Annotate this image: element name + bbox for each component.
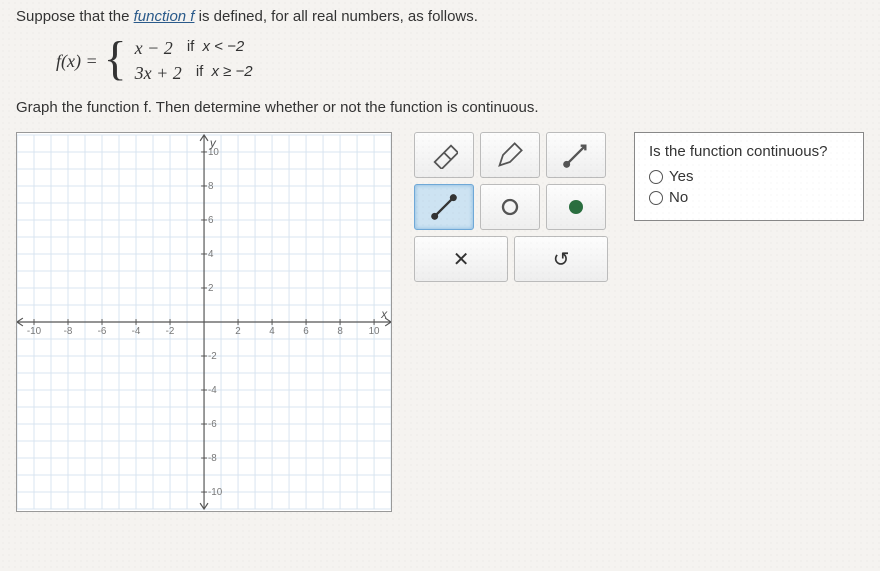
svg-text:-8: -8 bbox=[208, 453, 217, 464]
x-axis-label: x bbox=[380, 307, 388, 321]
eraser-tool[interactable] bbox=[414, 132, 474, 178]
reset-button[interactable]: ↺ bbox=[514, 236, 608, 282]
main-content-row: -10-10-8-8-6-6-4-4-2-2224466881010 y x ✕… bbox=[16, 132, 864, 512]
option-no[interactable]: No bbox=[649, 189, 849, 206]
radio-icon bbox=[649, 170, 663, 184]
prompt-pre: Suppose that the bbox=[16, 8, 134, 25]
closed-point-tool[interactable] bbox=[546, 184, 606, 230]
case2-cond: if x ≥ −2 bbox=[196, 63, 253, 84]
option-no-label: No bbox=[669, 189, 688, 206]
svg-text:4: 4 bbox=[269, 326, 275, 337]
option-yes[interactable]: Yes bbox=[649, 168, 849, 185]
clear-icon: ✕ bbox=[453, 247, 470, 272]
piecewise-cases: x − 2 if x < −2 3x + 2 if x ≥ −2 bbox=[135, 38, 253, 84]
clear-button[interactable]: ✕ bbox=[414, 236, 508, 282]
svg-text:-10: -10 bbox=[208, 487, 223, 498]
svg-text:-8: -8 bbox=[64, 326, 73, 337]
svg-text:-2: -2 bbox=[208, 351, 217, 362]
svg-text:-4: -4 bbox=[132, 326, 141, 337]
graph-svg: -10-10-8-8-6-6-4-4-2-2224466881010 y x bbox=[17, 133, 391, 511]
axes bbox=[17, 135, 391, 509]
svg-text:8: 8 bbox=[337, 326, 343, 337]
svg-text:-6: -6 bbox=[208, 419, 217, 430]
svg-text:8: 8 bbox=[208, 181, 214, 192]
toolbox: ✕ ↺ bbox=[414, 132, 612, 282]
case2-expr: 3x + 2 bbox=[135, 63, 182, 84]
function-link[interactable]: function f bbox=[134, 8, 195, 25]
reset-icon: ↺ bbox=[553, 247, 570, 272]
question-box: Is the function continuous? Yes No bbox=[634, 132, 864, 221]
ray-tool[interactable] bbox=[546, 132, 606, 178]
question-title: Is the function continuous? bbox=[649, 143, 849, 160]
piecewise-lhs: f(x) = bbox=[56, 51, 98, 72]
piecewise-definition: f(x) = { x − 2 if x < −2 3x + 2 if x ≥ −… bbox=[56, 37, 864, 85]
prompt-line: Suppose that the function f is defined, … bbox=[16, 8, 864, 25]
svg-text:2: 2 bbox=[208, 283, 213, 294]
case-2: 3x + 2 if x ≥ −2 bbox=[135, 63, 253, 84]
prompt-post: is defined, for all real numbers, as fol… bbox=[194, 8, 477, 25]
option-yes-label: Yes bbox=[669, 168, 693, 185]
svg-text:-10: -10 bbox=[27, 326, 42, 337]
segment-tool[interactable] bbox=[414, 184, 474, 230]
svg-text:-4: -4 bbox=[208, 385, 217, 396]
y-axis-label: y bbox=[209, 136, 217, 150]
svg-text:6: 6 bbox=[208, 215, 214, 226]
svg-text:4: 4 bbox=[208, 249, 214, 260]
svg-text:6: 6 bbox=[303, 326, 309, 337]
open-point-tool[interactable] bbox=[480, 184, 540, 230]
svg-text:2: 2 bbox=[235, 326, 240, 337]
svg-text:10: 10 bbox=[369, 326, 380, 337]
radio-icon bbox=[649, 191, 663, 205]
svg-text:-2: -2 bbox=[166, 326, 175, 337]
case1-expr: x − 2 bbox=[135, 38, 173, 59]
pencil-tool[interactable] bbox=[480, 132, 540, 178]
case-1: x − 2 if x < −2 bbox=[135, 38, 253, 59]
instruction-line: Graph the function f. Then determine whe… bbox=[16, 99, 864, 116]
case1-cond: if x < −2 bbox=[187, 38, 244, 59]
svg-text:-6: -6 bbox=[98, 326, 107, 337]
brace-icon: { bbox=[104, 35, 127, 83]
graph-canvas[interactable]: -10-10-8-8-6-6-4-4-2-2224466881010 y x bbox=[16, 132, 392, 512]
